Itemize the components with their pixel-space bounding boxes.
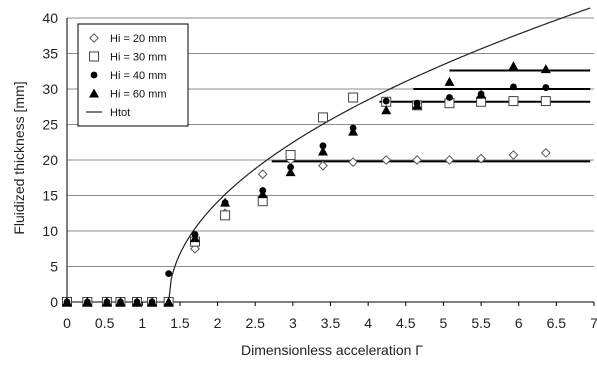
x-tick-label: 0 <box>63 315 71 331</box>
y-tick-label: 25 <box>42 117 58 133</box>
series-hi30-point <box>508 96 519 107</box>
legend-label: Hi = 20 mm <box>110 33 167 45</box>
y-tick-label: 20 <box>42 152 58 168</box>
series-hi40-point <box>165 270 173 277</box>
x-tick-label: 0.5 <box>95 315 115 331</box>
series-hi60-point <box>82 297 93 306</box>
legend-marker <box>89 88 99 98</box>
series-hi20-point <box>444 155 455 165</box>
x-tick-label: 5 <box>440 315 448 331</box>
legend-item: Hi = 20 mm <box>89 33 167 45</box>
legend: Hi = 20 mm Hi = 30 mm Hi = 40 mm Hi = 60 mm… <box>77 23 189 127</box>
y-tick-label: 5 <box>50 259 58 275</box>
htot-line <box>168 7 591 303</box>
legend-item: Hi = 30 mm <box>89 51 167 64</box>
series-hi60-point <box>189 233 200 243</box>
series-hi60-point <box>115 297 126 306</box>
y-axis-label: Fluidized thickness [mm] <box>11 81 27 234</box>
series-hi60-point <box>132 297 143 306</box>
series-hi40-point <box>510 83 517 91</box>
x-tick-label: 1.5 <box>170 315 190 331</box>
series-hi60-point <box>348 126 359 136</box>
series-hi60-point <box>163 297 174 306</box>
series-hi60-point <box>101 297 112 306</box>
series-hi40-point <box>446 94 453 101</box>
data-markers <box>62 61 551 307</box>
series-hi20-point <box>318 160 328 171</box>
legend-marker <box>89 51 99 62</box>
series-hi20-point <box>540 147 551 158</box>
series-hi20-point <box>257 169 268 180</box>
series-hi40-point <box>542 84 550 91</box>
legend-label: Htot <box>110 107 130 119</box>
legend-item: Hi = 60 mm <box>89 88 167 101</box>
y-tick-label: 40 <box>42 10 58 26</box>
legend-label: Hi = 30 mm <box>110 52 167 64</box>
x-tick-label: 3 <box>289 315 297 331</box>
series-hi60-point <box>285 167 296 177</box>
x-tick-label: 2.5 <box>245 315 265 331</box>
x-tick-label: 2 <box>214 315 222 331</box>
x-tick-label: 5.5 <box>471 315 491 331</box>
y-tick-labels: 0 5 10 15 20 25 30 35 40 <box>42 10 58 310</box>
series-hi20-point <box>381 155 392 165</box>
htot-curve <box>168 7 591 303</box>
series-hi30-point <box>348 92 359 103</box>
y-tick-label: 15 <box>42 188 58 204</box>
series-hi20-point <box>412 155 422 165</box>
y-tick-label: 30 <box>42 81 58 97</box>
x-tick-label: 6.5 <box>547 315 567 331</box>
x-axis-label: Dimensionless acceleration Γ <box>241 342 423 358</box>
series-hi30-point <box>540 96 551 107</box>
series-hi30-point <box>317 112 328 123</box>
series-hi60-point <box>257 189 268 199</box>
series-hi60-point <box>540 64 551 74</box>
legend-marker <box>90 71 98 79</box>
series-hi60-point <box>508 61 519 71</box>
legend-item: Hi = 40 mm <box>90 70 167 82</box>
series-hi60-point <box>62 297 72 306</box>
legend-item: Htot <box>86 107 130 119</box>
y-tick-label: 10 <box>42 223 58 239</box>
x-tick-labels: 0 0.5 1 1.5 2 2.5 3 3.5 4 4.5 5 5.5 6 6.5 7 <box>63 302 597 331</box>
legend-label: Hi = 40 mm <box>110 70 167 82</box>
series-hi60-point <box>476 89 487 99</box>
series-hi60-point <box>147 297 158 306</box>
y-tick-label: 35 <box>42 46 58 62</box>
x-tick-label: 6 <box>515 315 523 331</box>
series-hi40-point <box>382 97 390 105</box>
x-tick-label: 1 <box>138 315 146 331</box>
series-hi20-point <box>190 243 200 254</box>
series-hi60-point <box>220 197 231 207</box>
y-tick-label: 0 <box>50 294 58 310</box>
series-hi30-point <box>285 150 296 161</box>
legend-label: Hi = 60 mm <box>110 89 167 101</box>
legend-marker <box>89 33 99 43</box>
x-tick-label: 4.5 <box>396 315 416 331</box>
x-tick-label: 7 <box>590 315 597 331</box>
series-hi60-point <box>317 146 328 156</box>
x-tick-label: 4 <box>364 315 372 331</box>
series-hi30-point <box>220 210 231 221</box>
series-hi20-point <box>508 150 519 160</box>
x-tick-label: 3.5 <box>321 315 341 331</box>
series-hi40-point <box>319 142 327 150</box>
series-hi20-point <box>476 153 486 164</box>
series-hi60-point <box>412 100 423 110</box>
series-hi60-point <box>381 105 392 115</box>
series-hi20-point <box>348 157 358 168</box>
series-hi60-point <box>444 76 455 86</box>
